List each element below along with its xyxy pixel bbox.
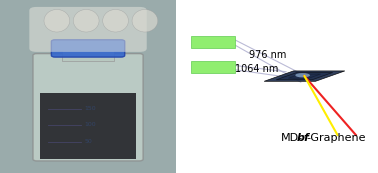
FancyBboxPatch shape — [33, 54, 143, 161]
Ellipse shape — [103, 10, 129, 32]
Text: 150: 150 — [84, 107, 96, 111]
Text: bf: bf — [296, 133, 309, 143]
Text: 1064 nm: 1064 nm — [235, 64, 279, 74]
Polygon shape — [276, 72, 333, 80]
FancyBboxPatch shape — [51, 40, 125, 57]
Text: MD-: MD- — [280, 133, 303, 143]
FancyBboxPatch shape — [191, 36, 235, 48]
Text: 50: 50 — [84, 139, 92, 144]
Ellipse shape — [295, 73, 310, 78]
FancyBboxPatch shape — [191, 61, 235, 73]
Ellipse shape — [44, 10, 70, 32]
Polygon shape — [288, 74, 321, 78]
FancyBboxPatch shape — [40, 93, 136, 159]
FancyBboxPatch shape — [0, 0, 176, 173]
Ellipse shape — [73, 10, 99, 32]
Ellipse shape — [132, 10, 158, 32]
Text: 976 nm: 976 nm — [249, 50, 287, 60]
Text: -Graphene: -Graphene — [306, 133, 366, 143]
Polygon shape — [264, 71, 345, 81]
FancyBboxPatch shape — [62, 50, 114, 61]
FancyBboxPatch shape — [29, 7, 147, 52]
Text: 100: 100 — [84, 122, 96, 127]
